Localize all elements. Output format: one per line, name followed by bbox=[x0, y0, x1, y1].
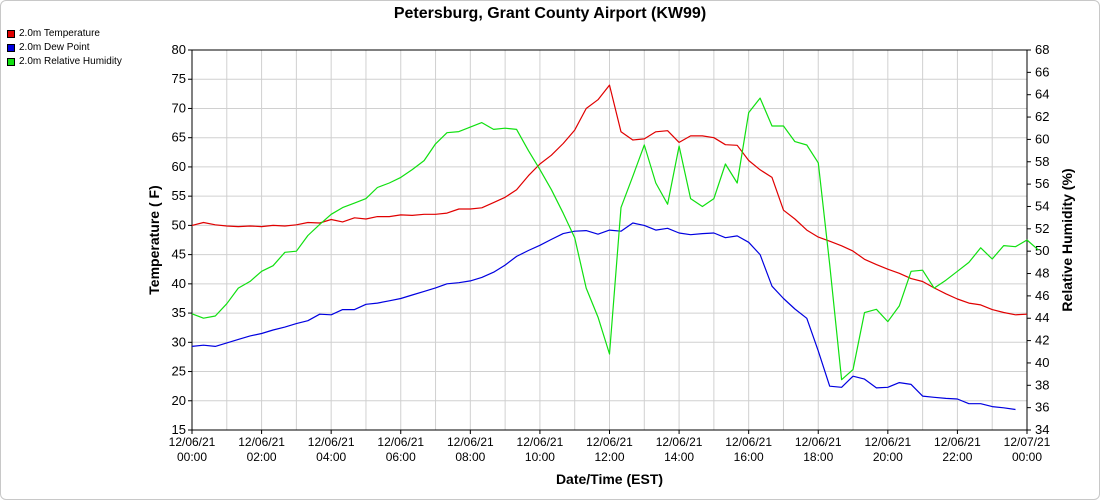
x-tick-label-time: 00:00 bbox=[177, 450, 207, 464]
y-left-tick-label: 75 bbox=[172, 71, 186, 86]
y-right-tick-label: 38 bbox=[1035, 377, 1049, 392]
x-tick-label-date: 12/06/21 bbox=[238, 435, 285, 449]
x-tick-label-time: 16:00 bbox=[734, 450, 764, 464]
y-right-tick-label: 44 bbox=[1035, 310, 1049, 325]
y-right-tick-label: 54 bbox=[1035, 198, 1049, 213]
y-left-tick-label: 65 bbox=[172, 130, 186, 145]
y-right-tick-label: 40 bbox=[1035, 355, 1049, 370]
y-right-tick-label: 42 bbox=[1035, 333, 1049, 348]
y-right-tick-label: 34 bbox=[1035, 422, 1049, 437]
y-left-tick-label: 80 bbox=[172, 42, 186, 57]
y-right-axis-title: Relative Humidity (%) bbox=[1059, 168, 1075, 311]
y-left-tick-label: 50 bbox=[172, 217, 186, 232]
y-right-tick-label: 50 bbox=[1035, 243, 1049, 258]
x-tick-label-time: 22:00 bbox=[942, 450, 972, 464]
y-left-tick-label: 60 bbox=[172, 159, 186, 174]
series-line-temperature bbox=[191, 84, 1028, 316]
x-tick-label-date: 12/06/21 bbox=[447, 435, 494, 449]
y-right-tick-label: 46 bbox=[1035, 288, 1049, 303]
x-tick-label-date: 12/06/21 bbox=[308, 435, 355, 449]
legend-label-relative-humidity: 2.0m Relative Humidity bbox=[19, 56, 122, 67]
x-tick-label-time: 00:00 bbox=[1012, 450, 1042, 464]
chart-legend: 2.0m Temperature 2.0m Dew Point 2.0m Rel… bbox=[7, 27, 122, 69]
y-right-tick-label: 64 bbox=[1035, 87, 1049, 102]
legend-label-temperature: 2.0m Temperature bbox=[19, 28, 100, 39]
x-tick-label-time: 12:00 bbox=[594, 450, 624, 464]
series-line-dew-point bbox=[191, 222, 1016, 411]
y-left-tick-label: 40 bbox=[172, 276, 186, 291]
y-left-tick-label: 15 bbox=[172, 422, 186, 437]
legend-swatch-temperature bbox=[7, 30, 15, 38]
legend-item-relative-humidity: 2.0m Relative Humidity bbox=[7, 55, 122, 69]
x-tick-label-time: 06:00 bbox=[386, 450, 416, 464]
y-left-tick-label: 35 bbox=[172, 305, 186, 320]
y-left-tick-label: 30 bbox=[172, 334, 186, 349]
x-tick-label-date: 12/06/21 bbox=[725, 435, 772, 449]
x-tick-label-date: 12/06/21 bbox=[169, 435, 216, 449]
x-tick-label-time: 20:00 bbox=[873, 450, 903, 464]
y-right-tick-label: 58 bbox=[1035, 154, 1049, 169]
x-tick-label-date: 12/06/21 bbox=[795, 435, 842, 449]
y-left-tick-label: 45 bbox=[172, 247, 186, 262]
x-tick-label-time: 02:00 bbox=[247, 450, 277, 464]
x-tick-label-date: 12/06/21 bbox=[656, 435, 703, 449]
x-tick-label-date: 12/07/21 bbox=[1004, 435, 1051, 449]
x-tick-label-time: 14:00 bbox=[664, 450, 694, 464]
legend-swatch-relative-humidity bbox=[7, 58, 15, 66]
legend-item-dew-point: 2.0m Dew Point bbox=[7, 41, 122, 55]
y-right-tick-label: 62 bbox=[1035, 109, 1049, 124]
x-tick-label-time: 18:00 bbox=[803, 450, 833, 464]
x-tick-label-date: 12/06/21 bbox=[864, 435, 911, 449]
y-right-tick-label: 36 bbox=[1035, 400, 1049, 415]
x-tick-label-time: 10:00 bbox=[525, 450, 555, 464]
legend-swatch-dew-point bbox=[7, 44, 15, 52]
y-left-axis-title: Temperature ( F) bbox=[146, 185, 162, 294]
y-right-tick-label: 68 bbox=[1035, 42, 1049, 57]
series-line-relative-humidity bbox=[191, 97, 1039, 381]
x-tick-label-date: 12/06/21 bbox=[517, 435, 564, 449]
x-axis-title: Date/Time (EST) bbox=[556, 471, 663, 487]
x-tick-label-time: 04:00 bbox=[316, 450, 346, 464]
y-left-tick-label: 20 bbox=[172, 393, 186, 408]
x-tick-label-date: 12/06/21 bbox=[934, 435, 981, 449]
x-tick-label-time: 08:00 bbox=[455, 450, 485, 464]
y-right-tick-label: 48 bbox=[1035, 266, 1049, 281]
legend-label-dew-point: 2.0m Dew Point bbox=[19, 42, 90, 53]
chart-title: Petersburg, Grant County Airport (KW99) bbox=[393, 5, 707, 22]
y-right-tick-label: 52 bbox=[1035, 221, 1049, 236]
x-tick-label-date: 12/06/21 bbox=[586, 435, 633, 449]
x-tick-label-date: 12/06/21 bbox=[377, 435, 424, 449]
y-right-tick-label: 56 bbox=[1035, 176, 1049, 191]
y-right-tick-label: 60 bbox=[1035, 131, 1049, 146]
legend-item-temperature: 2.0m Temperature bbox=[7, 27, 122, 41]
y-left-tick-label: 25 bbox=[172, 364, 186, 379]
y-left-tick-label: 70 bbox=[172, 100, 186, 115]
y-left-tick-label: 55 bbox=[172, 188, 186, 203]
y-right-tick-label: 66 bbox=[1035, 64, 1049, 79]
